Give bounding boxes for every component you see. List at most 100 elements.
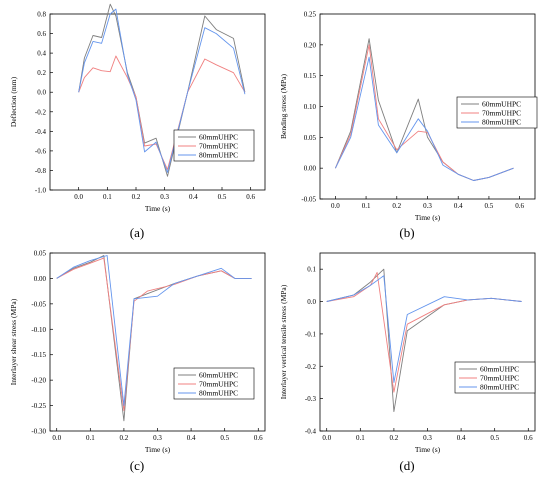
x-tick-label: 0.4 xyxy=(457,434,466,442)
y-tick-label: -1.0 xyxy=(35,187,47,195)
legend-label: 80mmUHPC xyxy=(480,383,519,392)
x-tick-label: 0.4 xyxy=(187,434,196,442)
plot-frame xyxy=(49,252,266,432)
y-tick-label: 0.2 xyxy=(37,69,46,77)
y-tick-label: -0.05 xyxy=(31,300,46,308)
panel-1: 0.0 0.1 0.2 0.3 0.4 0.5 0.6 -1.0 -0.8 -0.6 -0.4 -0.… xyxy=(9,3,266,240)
x-axis-label: Time (s) xyxy=(145,445,171,454)
plot-frame xyxy=(319,252,536,432)
legend-label: 70mmUHPC xyxy=(199,380,238,389)
series-line-80mmUHPC xyxy=(326,275,522,383)
y-tick-label: -0.30 xyxy=(31,428,46,436)
x-tick-label: 0.5 xyxy=(220,434,229,442)
x-tick-label: 0.4 xyxy=(454,202,463,210)
legend-label: 60mmUHPC xyxy=(482,100,521,109)
y-axis-label: Deflection (mm) xyxy=(9,76,18,127)
x-tick-label: 0.0 xyxy=(74,193,83,201)
x-tick-label: 0.0 xyxy=(52,434,61,442)
y-tick-label: -0.05 xyxy=(301,196,316,204)
x-tick-label: 0.5 xyxy=(218,193,227,201)
y-tick-label: 0.8 xyxy=(37,11,46,19)
legend-label: 60mmUHPC xyxy=(199,133,238,142)
panel-label: (c) xyxy=(130,458,144,473)
y-tick-label: -0.15 xyxy=(31,351,46,359)
x-tick-label: 0.1 xyxy=(103,193,112,201)
y-tick-label: 0.1 xyxy=(307,266,316,274)
x-tick-label: 0.2 xyxy=(392,202,401,210)
x-tick-label: 0.5 xyxy=(490,434,499,442)
y-tick-label: -0.4 xyxy=(35,128,47,136)
x-axis-label: Time (s) xyxy=(415,445,441,454)
y-tick-label: -0.25 xyxy=(31,402,46,410)
x-tick-label: 0.5 xyxy=(485,202,494,210)
legend-label: 80mmUHPC xyxy=(199,389,238,398)
y-tick-label: 0.10 xyxy=(304,103,317,111)
y-tick-label: -0.8 xyxy=(35,167,47,175)
x-tick-label: 0.3 xyxy=(423,202,432,210)
legend-label: 60mmUHPC xyxy=(199,371,238,380)
x-tick-label: 0.6 xyxy=(524,434,533,442)
x-tick-label: 0.1 xyxy=(362,202,371,210)
x-tick-label: 0.6 xyxy=(246,193,255,201)
x-tick-label: 0.3 xyxy=(153,434,162,442)
y-axis-label: Bending stress (MPa) xyxy=(279,74,288,139)
x-tick-label: 0.2 xyxy=(132,193,141,201)
x-tick-label: 0.3 xyxy=(423,434,432,442)
x-tick-label: 0.1 xyxy=(86,434,95,442)
y-tick-label: -0.20 xyxy=(31,377,46,385)
y-tick-label: 0.15 xyxy=(304,72,317,80)
y-tick-label: -0.2 xyxy=(305,363,317,371)
panel-label: (b) xyxy=(399,225,414,240)
y-tick-label: 0.4 xyxy=(37,50,46,58)
y-tick-label: -0.6 xyxy=(35,147,47,155)
x-tick-label: 0.2 xyxy=(390,434,399,442)
legend-label: 80mmUHPC xyxy=(199,151,238,160)
y-tick-label: -0.2 xyxy=(35,108,47,116)
y-axis-label: Interlayer shear stress (MPa) xyxy=(9,298,18,385)
series-line-70mmUHPC xyxy=(78,55,246,170)
x-tick-label: 0.3 xyxy=(160,193,169,201)
series-line-80mmUHPC xyxy=(78,8,246,173)
legend-label: 70mmUHPC xyxy=(480,374,519,383)
y-tick-label: -0.4 xyxy=(305,428,317,436)
y-tick-label: -0.1 xyxy=(305,330,317,338)
legend-label: 60mmUHPC xyxy=(480,365,519,374)
legend-label: 70mmUHPC xyxy=(199,142,238,151)
panel-4: 0.0 0.1 0.2 0.3 0.4 0.5 0.6 -0.4 -0.3 -0.2 -0.1 0.0… xyxy=(279,252,536,473)
x-tick-label: 0.6 xyxy=(254,434,263,442)
y-tick-label: 0.0 xyxy=(37,89,46,97)
x-axis-label: Time (s) xyxy=(415,213,441,222)
y-tick-label: 0.0 xyxy=(307,298,316,306)
x-axis-label: Time (s) xyxy=(145,204,171,213)
panel-3: 0.0 0.1 0.2 0.3 0.4 0.5 0.6 -0.30 -0.25 -0.20 -0.1… xyxy=(9,250,266,473)
y-axis-label: Interlayer vertical tensile stress (MPa) xyxy=(279,284,288,399)
legend-label: 70mmUHPC xyxy=(482,109,521,118)
y-tick-label: 0.6 xyxy=(37,30,46,38)
series-line-80mmUHPC xyxy=(56,255,252,407)
panel-label: (d) xyxy=(399,458,414,473)
y-tick-label: 0.05 xyxy=(304,134,317,142)
series-line-70mmUHPC xyxy=(56,257,252,412)
legend-label: 80mmUHPC xyxy=(482,118,521,127)
panel-2: 0.0 0.1 0.2 0.3 0.4 0.5 0.6 -0.05 0.00 0.05 0.10 0.… xyxy=(279,11,538,240)
plot-frame xyxy=(49,13,266,191)
x-tick-label: 0.2 xyxy=(120,434,129,442)
y-tick-label: 0.00 xyxy=(34,275,47,283)
x-tick-label: 0.4 xyxy=(189,193,198,201)
y-tick-label: 0.05 xyxy=(34,250,47,258)
y-tick-label: 0.00 xyxy=(304,165,317,173)
y-tick-label: -0.3 xyxy=(305,395,317,403)
x-tick-label: 0.6 xyxy=(515,202,524,210)
panel-label: (a) xyxy=(130,225,144,240)
x-tick-label: 0.0 xyxy=(322,434,331,442)
y-tick-label: 0.25 xyxy=(304,11,317,19)
y-tick-label: 0.20 xyxy=(304,41,317,49)
series-line-80mmUHPC xyxy=(334,56,514,181)
x-tick-label: 0.0 xyxy=(331,202,340,210)
